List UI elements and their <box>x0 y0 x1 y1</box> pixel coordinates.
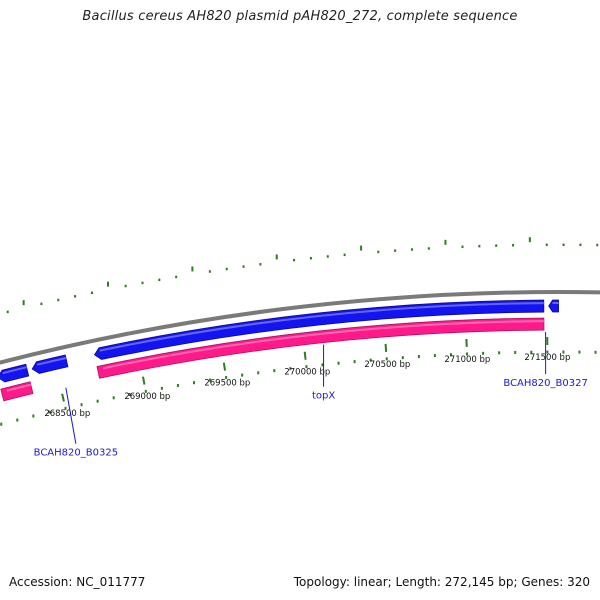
forward-cds-2[interactable] <box>93 299 545 360</box>
cds-highlight <box>99 302 544 352</box>
coordinate-label: 271500 bp <box>524 353 570 363</box>
backbone-track <box>0 290 600 365</box>
coordinate-tick <box>141 376 146 385</box>
gc-skew-track <box>0 237 599 426</box>
coordinate-label: 270000 bp <box>284 368 330 378</box>
coordinate-tick <box>303 351 307 360</box>
feature-track <box>0 299 559 402</box>
forward-cds-0[interactable] <box>0 363 30 383</box>
cds-highlight <box>103 320 544 370</box>
gene-label[interactable]: BCAH820_B0327 <box>503 378 587 389</box>
forward-cds-3[interactable] <box>548 299 559 313</box>
gene-labels: BCAH820_B0325 topX BCAH820_B0327 <box>34 332 588 459</box>
reverse-cds-5[interactable] <box>96 317 545 379</box>
coordinate-label: 269000 bp <box>124 392 170 402</box>
gene-label[interactable]: BCAH820_B0325 <box>34 448 118 459</box>
coordinate-label: 268500 bp <box>44 409 90 419</box>
map-title: Bacillus cereus AH820 plasmid pAH820_272… <box>82 9 518 24</box>
gene-leader-line <box>65 387 77 444</box>
coordinate-label: 270500 bp <box>364 360 410 370</box>
coordinate-tick <box>222 362 227 371</box>
cds-highlight <box>36 357 67 366</box>
coordinate-label: 269500 bp <box>204 378 250 388</box>
accession-label: Accession: NC_011777 <box>9 575 146 589</box>
gene-label[interactable]: topX <box>312 391 335 402</box>
coordinate-tick <box>384 343 388 352</box>
topology-summary: Topology: linear; Length: 272,145 bp; Ge… <box>293 575 590 589</box>
backbone-line <box>0 290 600 365</box>
reverse-cds-4[interactable] <box>0 381 34 402</box>
coordinate-label: 271000 bp <box>444 355 490 365</box>
cds-highlight <box>6 383 32 392</box>
coordinate-tick <box>61 393 65 402</box>
forward-cds-1[interactable] <box>31 354 69 374</box>
cds-highlight <box>2 366 27 375</box>
coordinate-ticks: 268500 bp 269000 bp 269500 bp 270000 bp 2705… <box>44 337 570 419</box>
